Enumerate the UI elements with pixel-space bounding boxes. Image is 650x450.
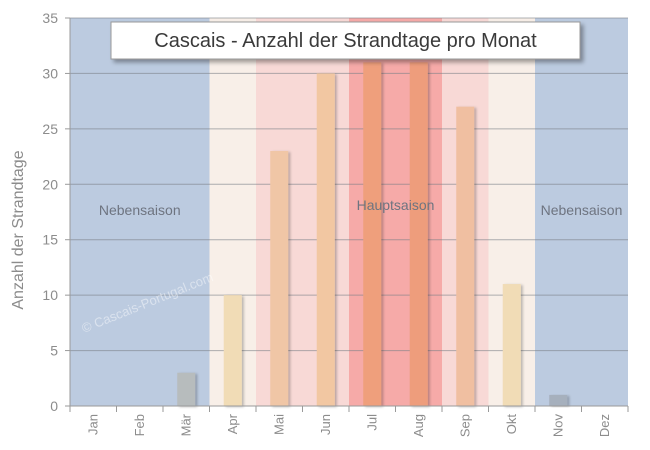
x-tick-label: Jan	[85, 414, 100, 435]
x-tick-label: Mai	[271, 414, 286, 435]
chart-title: Cascais - Anzahl der Strandtage pro Mona…	[154, 30, 537, 52]
y-tick-label: 25	[42, 121, 58, 137]
x-tick-label: Aug	[411, 414, 426, 437]
x-tick-label: Jun	[318, 414, 333, 435]
x-tick-label: Jul	[364, 414, 379, 431]
season-band	[70, 18, 210, 406]
bar	[502, 284, 521, 406]
bar	[549, 394, 568, 406]
axes	[65, 17, 629, 412]
y-tick-label: 20	[42, 176, 58, 192]
x-tick-label: Mär	[178, 413, 193, 436]
bars	[177, 62, 568, 406]
x-tick-label: Dez	[597, 414, 612, 437]
y-tick-label: 30	[42, 65, 58, 81]
chart-title-box: Cascais - Anzahl der Strandtage pro Mona…	[110, 21, 581, 60]
title-box	[110, 21, 581, 60]
bar	[177, 372, 196, 406]
x-tick-label: Sep	[457, 414, 472, 437]
season-band	[256, 18, 349, 406]
bar	[223, 295, 242, 406]
season-label: Nebensaison	[541, 202, 623, 218]
season-label: Hauptsaison	[357, 197, 435, 213]
x-tick-label: Okt	[504, 414, 519, 435]
y-tick-label: 15	[42, 232, 58, 248]
bar	[270, 151, 289, 406]
bar	[363, 62, 382, 406]
y-tick-label: 35	[42, 10, 58, 26]
x-tick-label: Nov	[550, 414, 565, 438]
bar	[409, 62, 428, 406]
bar	[456, 106, 475, 406]
y-tick-label: 0	[50, 398, 58, 414]
x-tick-label: Apr	[225, 413, 240, 434]
bar	[316, 73, 335, 406]
x-tick-label: Feb	[132, 414, 147, 436]
y-tick-label: 10	[42, 287, 58, 303]
y-axis-label: Anzahl der Strandtage	[10, 150, 27, 309]
y-tick-label: 5	[50, 343, 58, 359]
season-label: Nebensaison	[99, 202, 181, 218]
season-band	[535, 18, 628, 406]
